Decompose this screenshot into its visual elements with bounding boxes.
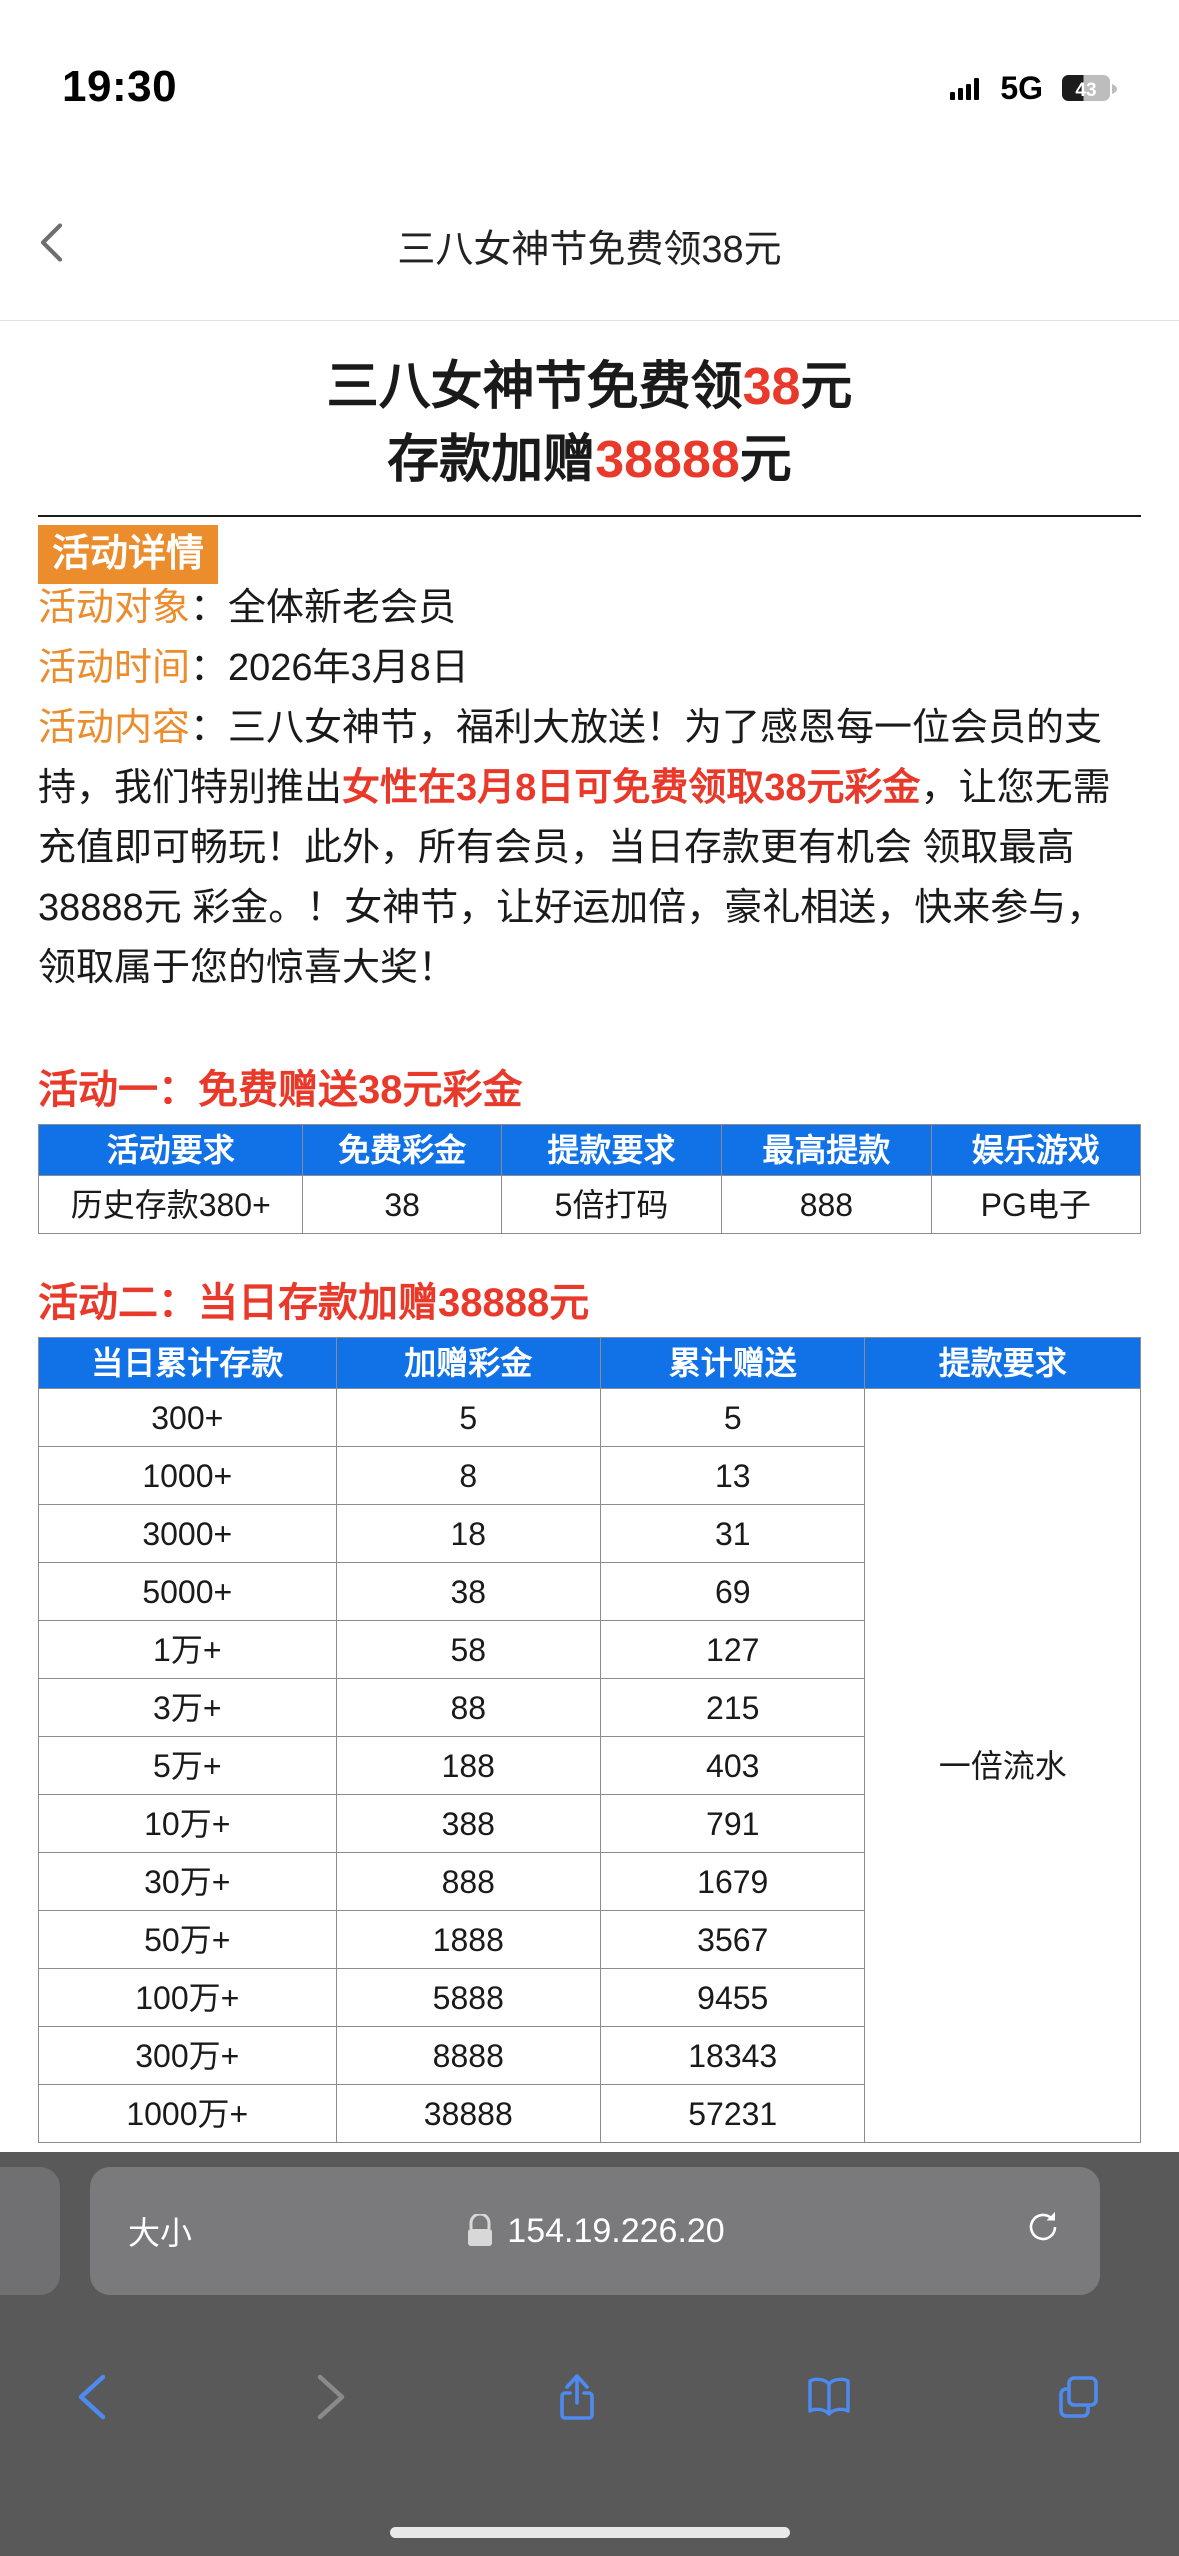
- svg-text:43: 43: [1075, 80, 1096, 101]
